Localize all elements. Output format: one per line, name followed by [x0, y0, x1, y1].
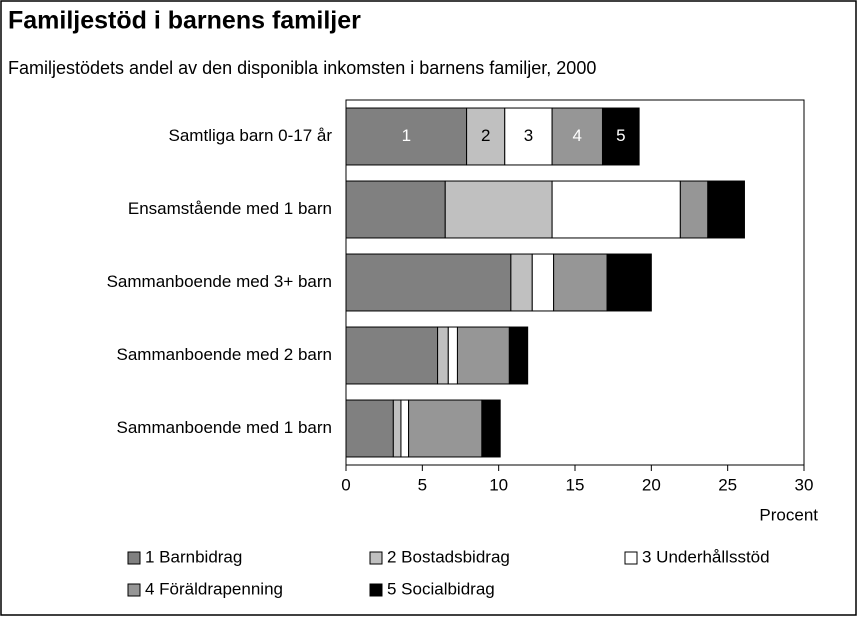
- bar-segment: [551, 180, 681, 239]
- bar-segment: [707, 180, 745, 239]
- bar-segment: [447, 326, 458, 385]
- legend-label: 5 Socialbidrag: [387, 579, 495, 598]
- bar-segment: [345, 326, 439, 385]
- y-tick-label: Sammanboende med 2 barn: [117, 345, 332, 364]
- bar-segment: [437, 326, 449, 385]
- bar-segment: [345, 399, 394, 458]
- chart-title: Familjestöd i barnens familjer: [8, 7, 361, 35]
- bar-segment: [601, 107, 640, 166]
- segment-label: 4: [573, 126, 582, 145]
- segment-label: 3: [524, 126, 533, 145]
- legend-label: 2 Bostadsbidrag: [387, 547, 510, 566]
- bar-segment: [679, 180, 709, 239]
- legend-label: 4 Föräldrapenning: [145, 579, 283, 598]
- legend-swatch: [127, 551, 141, 565]
- bar-segment: [345, 180, 446, 239]
- legend-swatch: [369, 551, 383, 565]
- bar-segment: [345, 107, 468, 166]
- bar-segment: [553, 253, 608, 312]
- bar-segment: [504, 107, 553, 166]
- bar-segment: [510, 253, 533, 312]
- legend-label: 1 Barnbidrag: [145, 547, 242, 566]
- x-tick-label: 5: [418, 475, 427, 494]
- legend-swatch: [127, 583, 141, 597]
- bar-segment: [531, 253, 555, 312]
- bar-segment: [408, 399, 483, 458]
- x-tick-label: 30: [795, 475, 814, 494]
- segment-label: 2: [481, 126, 490, 145]
- bar-segment: [345, 253, 512, 312]
- x-tick-label: 10: [489, 475, 508, 494]
- bar-segment: [456, 326, 510, 385]
- legend-label: 3 Underhållsstöd: [642, 547, 770, 566]
- y-tick-label: Ensamstående med 1 barn: [128, 199, 332, 218]
- y-tick-label: Samtliga barn 0-17 år: [169, 126, 333, 145]
- bar-segment: [400, 399, 410, 458]
- bar-segment: [466, 107, 506, 166]
- chart-subtitle: Familjestödets andel av den disponibla i…: [8, 58, 596, 78]
- segment-label: 5: [616, 126, 625, 145]
- legend-swatch: [369, 583, 383, 597]
- bar-segment: [551, 107, 603, 166]
- x-axis-label: Procent: [759, 505, 818, 524]
- y-tick-label: Sammanboende med 1 barn: [117, 418, 332, 437]
- bar-segment: [606, 253, 652, 312]
- bar-segment: [392, 399, 402, 458]
- segment-label: 1: [402, 126, 411, 145]
- y-tick-label: Sammanboende med 3+ barn: [107, 272, 332, 291]
- bar-segment: [508, 326, 529, 385]
- bar-segment: [481, 399, 501, 458]
- bar-segment: [444, 180, 553, 239]
- legend-swatch: [624, 551, 638, 565]
- x-tick-label: 25: [718, 475, 737, 494]
- x-tick-label: 20: [642, 475, 661, 494]
- x-tick-label: 0: [341, 475, 350, 494]
- x-tick-label: 15: [566, 475, 585, 494]
